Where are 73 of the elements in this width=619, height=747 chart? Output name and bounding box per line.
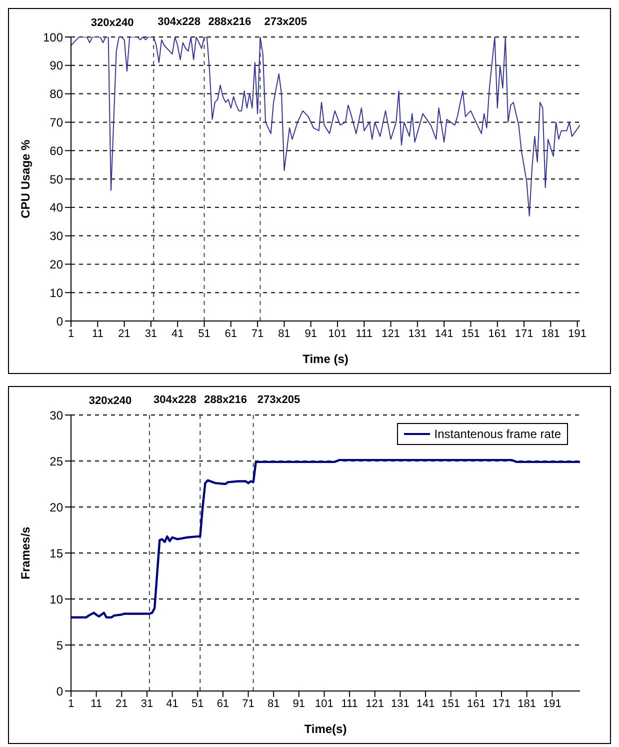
x-tick-label: 41 (166, 698, 178, 710)
x-tick-label: 151 (442, 698, 460, 710)
y-tick-label: 40 (50, 200, 64, 215)
x-tick-label: 141 (416, 698, 435, 710)
x-tick-label: 121 (366, 698, 384, 710)
x-tick-label: 41 (171, 328, 184, 340)
x-tick-label: 101 (315, 698, 334, 710)
x-tick-label: 61 (224, 328, 238, 340)
x-tick-label: 141 (434, 328, 454, 340)
line-series (71, 458, 580, 618)
x-tick-label: 91 (292, 698, 306, 710)
x-tick-label: 1 (68, 698, 74, 710)
y-axis-title: CPU Usage % (18, 139, 32, 218)
y-tick-label: 100 (42, 30, 64, 44)
text: 320x240 (90, 17, 134, 29)
line-series (71, 37, 580, 216)
x-tick-label: 121 (382, 328, 400, 340)
x-tick-label: 81 (278, 328, 290, 340)
y-tick-label: 90 (50, 58, 64, 73)
x-tick-label: 171 (514, 328, 534, 340)
x-tick-label: 111 (341, 698, 358, 710)
x-tick-label: 161 (466, 698, 486, 710)
x-tick-label: 21 (118, 328, 130, 340)
x-tick-label: 61 (216, 698, 230, 710)
ref-line-label: 273x205 (264, 16, 308, 28)
x-tick-label: 51 (198, 328, 210, 340)
y-tick-label: 25 (50, 454, 64, 468)
x-tick-label: 151 (462, 328, 480, 340)
ref-line-label: 304x228 (158, 16, 200, 28)
x-tick-label: 161 (488, 328, 507, 340)
y-tick-label: 0 (56, 314, 64, 328)
x-tick-label: 181 (542, 328, 560, 340)
y-tick-label: 0 (56, 684, 64, 698)
x-tick-label: 11 (92, 328, 104, 340)
x-tick-label: 1 (68, 328, 74, 340)
x-tick-label: 91 (304, 328, 317, 340)
y-tick-label: 10 (50, 286, 64, 300)
y-tick-label: 20 (50, 500, 64, 514)
y-tick-label: 15 (50, 546, 64, 560)
y-tick-label: 80 (50, 87, 64, 102)
x-tick-label: 21 (116, 698, 128, 710)
y-tick-label: 5 (56, 638, 64, 652)
ref-line-label: 273x205 (257, 394, 300, 406)
legend-label: Instantenous frame rate (434, 427, 561, 441)
ref-line-label: 304x228 (154, 394, 196, 406)
y-tick-label: 60 (50, 144, 64, 158)
y-tick-label: 10 (50, 592, 64, 606)
x-tick-label: 111 (356, 328, 373, 340)
x-axis-title: Time (s) (302, 352, 348, 366)
x-tick-label: 71 (242, 698, 254, 710)
x-tick-label: 31 (144, 328, 158, 340)
x-tick-label: 131 (408, 328, 427, 340)
x-tick-label: 81 (267, 698, 280, 710)
y-tick-label: 20 (50, 257, 64, 272)
x-tick-label: 171 (492, 698, 511, 710)
y-tick-label: 30 (50, 408, 64, 422)
x-axis-title: Time(s) (304, 722, 347, 736)
x-tick-label: 71 (251, 328, 264, 340)
x-tick-label: 131 (391, 698, 410, 710)
y-axis-title: Frames/s (18, 526, 32, 580)
y-tick-label: 50 (50, 172, 64, 186)
x-tick-label: 31 (140, 698, 154, 710)
x-tick-label: 191 (542, 698, 562, 710)
y-tick-label: 30 (50, 229, 64, 244)
y-tick-label: 70 (50, 115, 64, 130)
x-tick-label: 191 (568, 328, 587, 340)
x-tick-label: 101 (328, 328, 347, 340)
ref-line-label: 288x216 (204, 394, 247, 406)
x-tick-label: 11 (90, 698, 102, 710)
x-tick-label: 181 (518, 698, 536, 710)
x-tick-label: 51 (191, 698, 204, 710)
text: 320x240 (88, 395, 132, 407)
ref-line-label: 288x216 (208, 16, 252, 28)
